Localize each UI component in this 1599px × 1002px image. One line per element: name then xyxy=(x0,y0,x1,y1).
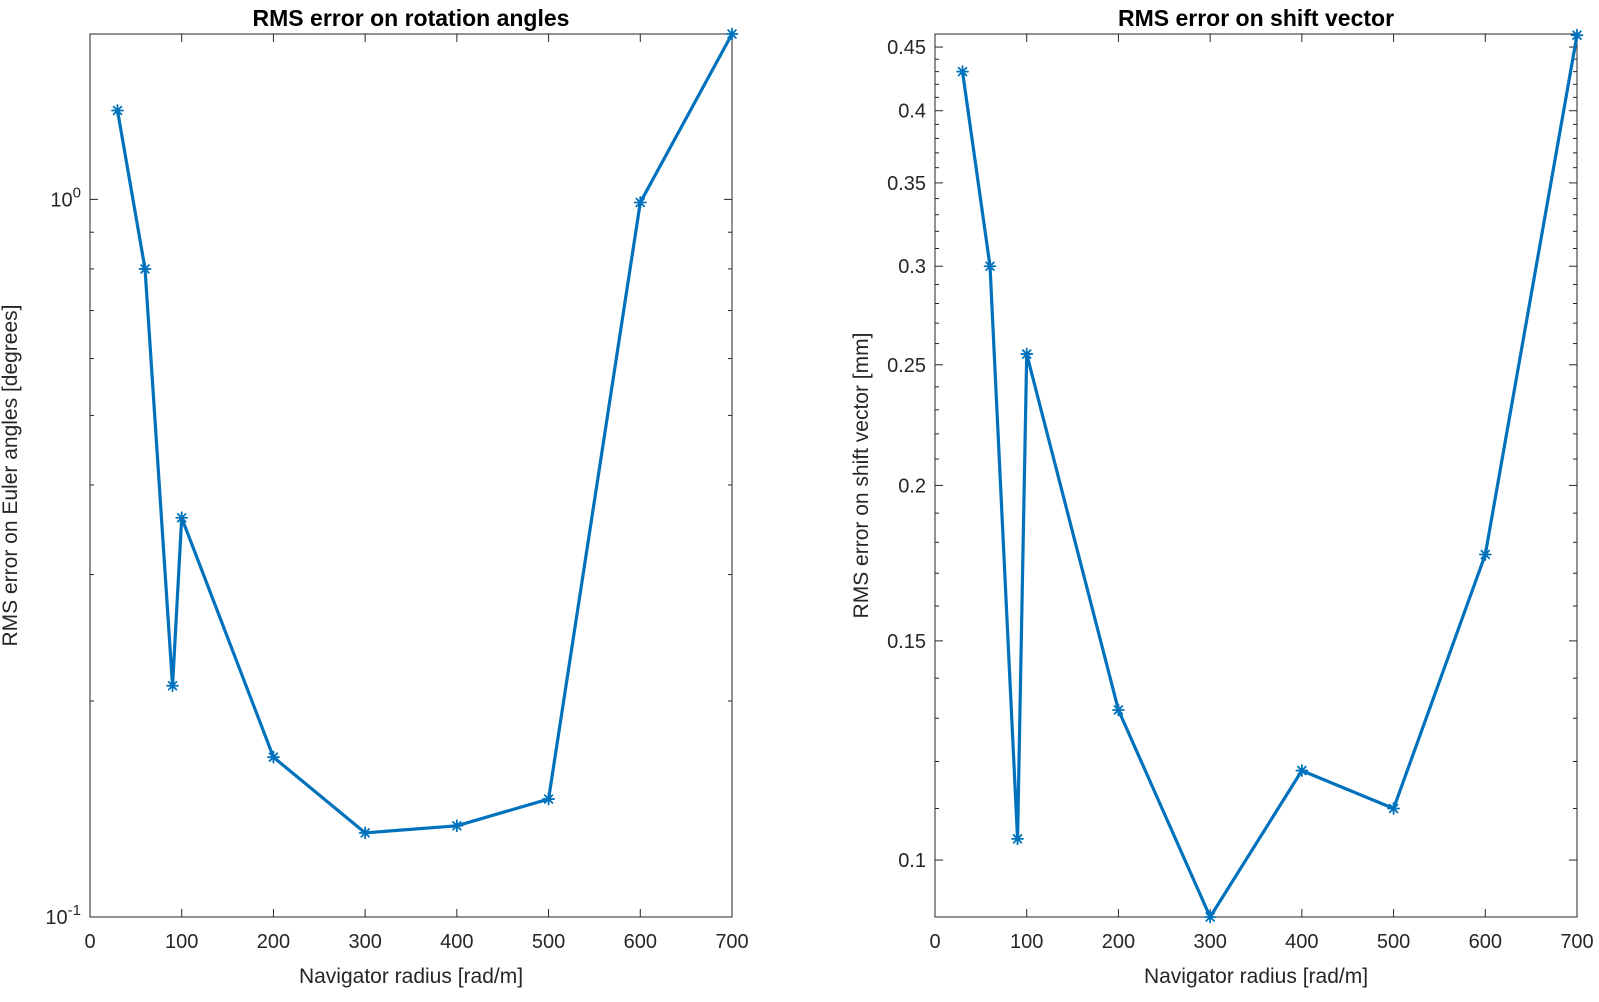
right-y-tick-label: 0.45 xyxy=(887,37,926,59)
left-y-axis-label: RMS error on Euler angles [degrees] xyxy=(0,305,22,647)
left-x-tick-label: 0 xyxy=(84,931,95,953)
right-y-tick-label: 0.4 xyxy=(898,101,926,123)
right-data-marker xyxy=(1295,764,1309,777)
left-x-tick-label: 400 xyxy=(440,931,473,953)
left-data-marker xyxy=(267,750,280,764)
right-y-tick-label: 0.3 xyxy=(898,256,926,278)
right-x-axis-label: Navigator radius [rad/m] xyxy=(1144,965,1368,988)
right-x-tick-label: 100 xyxy=(1010,931,1043,953)
right-plot-title: RMS error on shift vector xyxy=(1118,5,1394,31)
left-x-axis-label: Navigator radius [rad/m] xyxy=(299,965,523,988)
right-data-line xyxy=(960,33,1579,919)
left-plot-frame xyxy=(89,33,733,918)
left-plot-title: RMS error on rotation angles xyxy=(253,5,570,31)
right-y-tick-label: 0.1 xyxy=(898,850,926,872)
left-x-tick-label: 600 xyxy=(624,931,657,953)
left-x-tick-label: 100 xyxy=(165,931,198,953)
right-y-axis-label: RMS error on shift vector [mm] xyxy=(850,333,873,619)
left-data-marker xyxy=(111,104,124,117)
left-y-tick-label: 10-1 xyxy=(45,902,81,929)
right-data-marker xyxy=(1387,802,1400,815)
left-data-marker xyxy=(358,826,372,840)
right-plot-frame xyxy=(934,33,1578,918)
right-data-marker xyxy=(1570,28,1584,42)
right-data-marker xyxy=(1112,703,1125,717)
left-data-line xyxy=(115,32,734,835)
right-data-marker xyxy=(956,65,969,79)
right-y-tick-label: 0.15 xyxy=(887,631,926,653)
right-x-tick-label: 700 xyxy=(1560,931,1593,953)
left-x-tick-label: 700 xyxy=(715,931,748,953)
left-data-marker xyxy=(542,792,555,806)
right-y-tick-label: 0.25 xyxy=(887,355,926,377)
right-data-marker xyxy=(1020,347,1034,361)
right-x-tick-label: 200 xyxy=(1102,931,1135,953)
left-data-marker xyxy=(166,679,179,693)
right-x-tick-label: 600 xyxy=(1469,931,1502,953)
left-data-marker xyxy=(633,196,647,209)
left-data-marker xyxy=(725,27,739,41)
left-x-tick-label: 200 xyxy=(257,931,290,953)
right-x-tick-label: 300 xyxy=(1193,931,1226,953)
left-data-marker xyxy=(138,262,152,276)
left-data-marker xyxy=(175,511,189,525)
right-y-tick-label: 0.35 xyxy=(887,173,926,195)
left-y-tick-label: 100 xyxy=(50,184,81,211)
left-data-marker xyxy=(450,819,464,833)
right-data-marker xyxy=(1203,910,1217,924)
right-data-marker xyxy=(1478,548,1492,561)
right-x-tick-label: 500 xyxy=(1377,931,1410,953)
right-x-tick-label: 0 xyxy=(929,931,940,953)
left-x-tick-label: 300 xyxy=(348,931,381,953)
right-data-marker xyxy=(1011,832,1024,846)
left-x-tick-label: 500 xyxy=(532,931,565,953)
right-data-marker xyxy=(983,259,997,273)
right-y-tick-label: 0.2 xyxy=(898,475,926,497)
right-x-tick-label: 400 xyxy=(1285,931,1318,953)
